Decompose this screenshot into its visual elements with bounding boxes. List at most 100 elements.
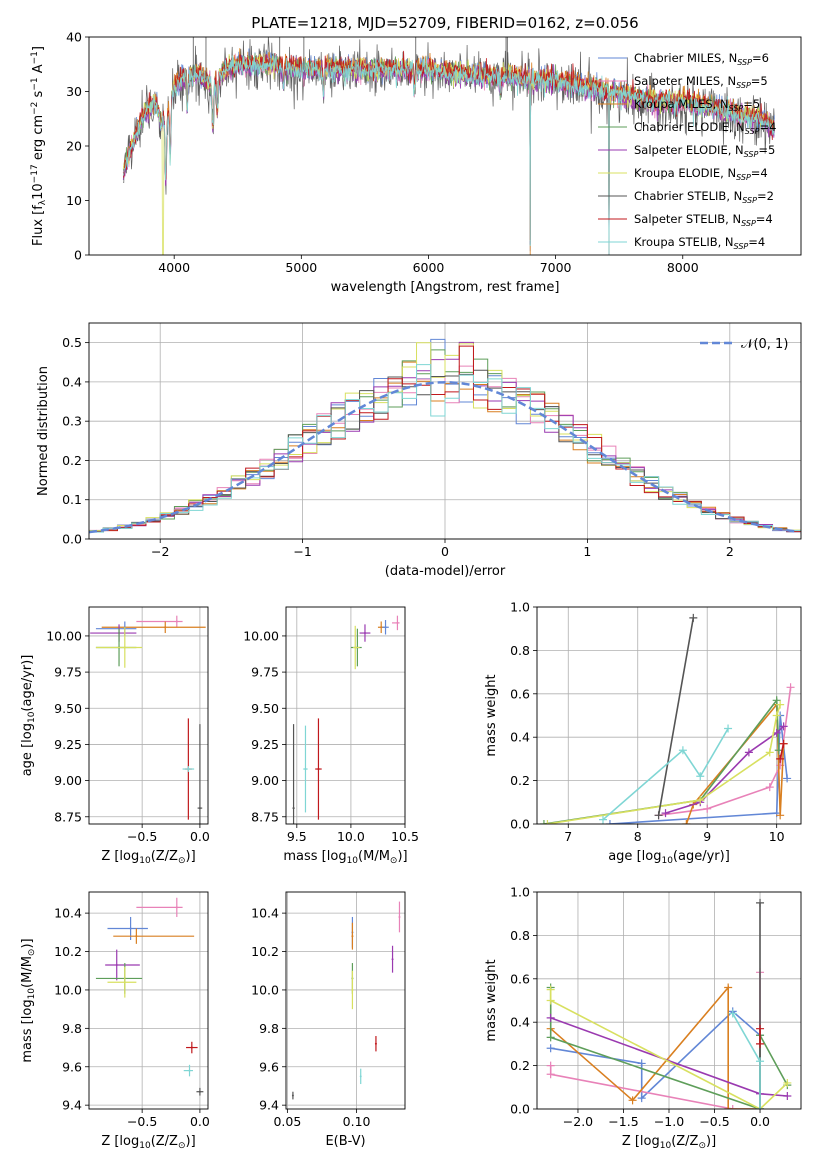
data-point (198, 807, 201, 810)
x-tick-label: 7000 (540, 260, 572, 275)
axes: 4000 5000 6000 7000 8000 0 10 20 30 40 wavelength … (30, 30, 802, 295)
weight-marker (779, 739, 788, 748)
weight-marker (783, 1091, 792, 1100)
x-tick-label: 0.0 (190, 1114, 210, 1129)
y-tick-label: 0.2 (62, 453, 82, 468)
data-point (190, 1046, 193, 1049)
axes-frame (88, 322, 802, 540)
x-axis-label: E(B-V) (325, 1134, 365, 1149)
data-point (175, 906, 178, 909)
weight-marker (546, 1061, 555, 1070)
y-tick-label: 10.00 (46, 628, 82, 643)
x-tick-label: 9.5 (287, 829, 307, 844)
weight-marker (756, 1024, 765, 1033)
y-axis-label: Normed distribution (36, 366, 51, 496)
weight-marker (539, 820, 548, 824)
data-point (391, 958, 394, 961)
weight-marker (724, 983, 733, 992)
weight-marker (703, 804, 712, 813)
weight-marker (546, 1013, 555, 1022)
weight-marker (765, 748, 774, 757)
axes: 0.05 0.10 9.4 9.6 9.8 10.0 10.2 10.4 E(B-V) (251, 891, 406, 1149)
y-tick-label: 0.5 (62, 335, 82, 350)
weight-marker (682, 820, 691, 824)
weight-series-5 (547, 704, 781, 824)
y-tick-label: 9.6 (259, 1059, 279, 1074)
axes-frame (536, 891, 802, 1110)
y-tick-label: 0.0 (510, 1102, 530, 1117)
axes-frame (88, 606, 209, 825)
data-point (135, 935, 138, 938)
data-point (129, 927, 132, 930)
weight-marker (772, 696, 781, 705)
y-tick-label: 9.50 (54, 701, 82, 716)
x-axis-label: Z [log10(Z/Z⊙)] (101, 1134, 195, 1151)
weight-marker (786, 683, 795, 692)
axes: 9.5 10.0 10.5 8.75 9.00 9.25 9.50 9.75 10.00 mass… (243, 606, 419, 866)
weight-marker (546, 985, 555, 994)
axes: −0.5 0.0 8.75 9.00 9.25 9.50 9.75 10.00 Z [log10… (20, 606, 210, 866)
plot-area (546, 898, 792, 1109)
y-tick-label: 9.75 (251, 665, 279, 680)
y-tick-label: 9.4 (62, 1098, 82, 1113)
data-point (396, 621, 399, 624)
x-tick-label: 0.0 (750, 1114, 770, 1129)
x-tick-label: −2.0 (563, 1114, 593, 1129)
weight-series-5 (549, 989, 788, 1109)
spectrum-line-8 (122, 52, 775, 255)
data-point (123, 646, 126, 649)
weight-marker (637, 1059, 646, 1068)
panel-mass-vs-Z: −0.5 0.0 9.4 9.6 9.8 10.0 10.2 10.4 Z [log10(Z/Z… (20, 891, 210, 1151)
data-point (384, 626, 387, 629)
x-tick-label: −1 (293, 544, 311, 559)
y-tick-label: 9.8 (62, 1021, 82, 1036)
axes-frame (285, 606, 406, 825)
data-point (198, 1090, 201, 1093)
plot-area (292, 615, 400, 824)
legend-entry: 𝒩(0, 1) (741, 337, 788, 352)
x-axis-label: mass [log10(M/M⊙)] (283, 849, 407, 866)
y-tick-label: 0.8 (510, 928, 530, 943)
y-tick-label: 8.75 (251, 809, 279, 824)
y-tick-label: 0.4 (62, 374, 82, 389)
plot-area (122, 37, 775, 255)
x-tick-label: 2 (726, 544, 734, 559)
weight-marker (765, 783, 774, 792)
plots: 4000 5000 6000 7000 8000010203040wavelength … (20, 30, 802, 1151)
y-axis-label: Flux [fλ10−17 erg cm−2 s−1 A−1] (30, 46, 48, 246)
x-tick-label: 7 (564, 829, 572, 844)
weight-series-2 (685, 702, 785, 824)
legend-entry: Kroupa ELODIE, NSSP=4 (634, 166, 768, 182)
y-tick-label: 0 (74, 248, 82, 263)
x-tick-label: 5000 (285, 260, 317, 275)
weight-marker (689, 613, 698, 622)
weight-marker (779, 722, 788, 731)
y-tick-label: 10.0 (54, 982, 82, 997)
y-tick-label: 10.0 (251, 982, 279, 997)
weight-marker (776, 754, 785, 763)
x-tick-label: −2 (151, 544, 169, 559)
data-point (374, 1042, 377, 1045)
x-tick-label: −0.5 (127, 829, 157, 844)
x-axis-label: (data-model)/error (385, 564, 506, 579)
x-axis-label: wavelength [Angstrom, rest frame] (331, 280, 560, 295)
weight-marker (543, 820, 552, 824)
y-tick-label: 1.0 (510, 600, 530, 615)
legend: 𝒩(0, 1) (700, 337, 788, 352)
y-tick-label: 10.2 (54, 944, 82, 959)
data-point (398, 915, 401, 918)
weight-marker (728, 1105, 737, 1109)
weight-marker (546, 1070, 555, 1079)
weight-marker (776, 811, 785, 820)
y-axis-label: mass weight (484, 959, 499, 1041)
weight-marker (756, 1039, 765, 1048)
y-tick-label: 9.25 (54, 737, 82, 752)
x-tick-label: 8 (634, 829, 642, 844)
weight-marker (756, 1057, 765, 1066)
plot-area (89, 338, 801, 535)
y-tick-label: 9.4 (259, 1098, 279, 1113)
weight-marker (696, 796, 705, 805)
weight-marker (599, 815, 607, 824)
y-tick-label: 9.25 (251, 737, 279, 752)
